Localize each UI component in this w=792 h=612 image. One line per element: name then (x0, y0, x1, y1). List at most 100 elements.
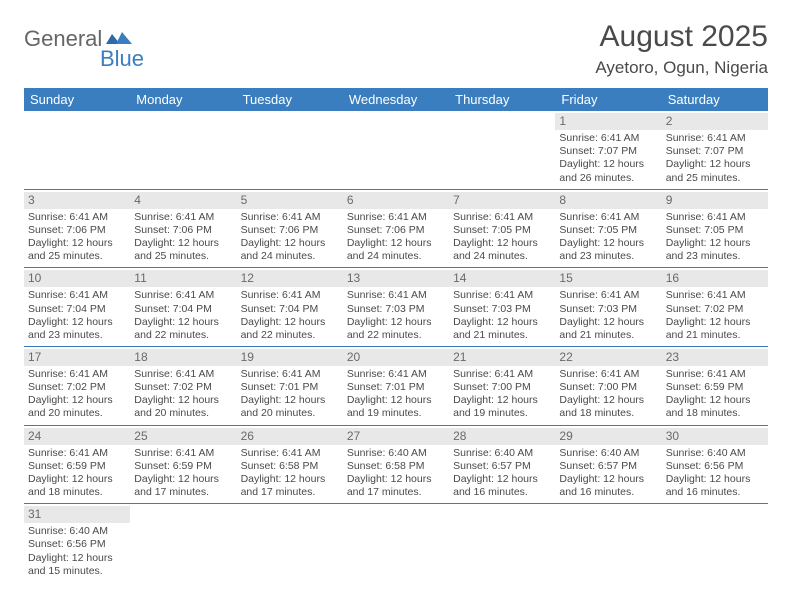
day-number-bar: 4 (130, 192, 236, 209)
calendar-cell: 1Sunrise: 6:41 AMSunset: 7:07 PMDaylight… (555, 111, 661, 189)
calendar-cell: 7Sunrise: 6:41 AMSunset: 7:05 PMDaylight… (449, 189, 555, 268)
sunrise-line: Sunrise: 6:41 AM (559, 211, 657, 224)
dayhead-sat: Saturday (662, 88, 768, 111)
calendar-cell: 28Sunrise: 6:40 AMSunset: 6:57 PMDayligh… (449, 425, 555, 504)
calendar-cell (130, 504, 236, 582)
day-number-bar: 9 (662, 192, 768, 209)
dayhead-sun: Sunday (24, 88, 130, 111)
calendar-cell: 22 Sunrise: 6:41 AMSunset: 7:00 PMDayligh… (555, 346, 661, 425)
day-number-bar: 24 (24, 428, 130, 445)
sunrise-line: Sunrise: 6:40 AM (453, 447, 551, 460)
daylight-line: Daylight: 12 hours and 17 minutes. (241, 473, 339, 499)
day-number-bar: 19 (237, 349, 343, 366)
daylight-line: Daylight: 12 hours and 21 minutes. (453, 316, 551, 342)
daylight-line: Daylight: 12 hours and 23 minutes. (28, 316, 126, 342)
day-number-bar: 28 (449, 428, 555, 445)
calendar-cell: 26Sunrise: 6:41 AMSunset: 6:58 PMDayligh… (237, 425, 343, 504)
day-number: 12 (241, 271, 254, 285)
sunrise-line: Sunrise: 6:40 AM (28, 525, 126, 538)
calendar-cell: 25Sunrise: 6:41 AMSunset: 6:59 PMDayligh… (130, 425, 236, 504)
sunrise-line: Sunrise: 6:40 AM (559, 447, 657, 460)
day-number-bar: 5 (237, 192, 343, 209)
sunset-line: Sunset: 6:56 PM (28, 538, 126, 551)
calendar-cell (24, 111, 130, 189)
daylight-line: Daylight: 12 hours and 15 minutes. (28, 552, 126, 578)
sunrise-line: Sunrise: 6:41 AM (28, 289, 126, 302)
daylight-line: Daylight: 12 hours and 22 minutes. (347, 316, 445, 342)
day-number: 25 (134, 429, 147, 443)
sunset-line: Sunset: 7:04 PM (241, 303, 339, 316)
day-number-bar: 25 (130, 428, 236, 445)
day-number-bar: 30 (662, 428, 768, 445)
daylight-line: Daylight: 12 hours and 24 minutes. (347, 237, 445, 263)
daylight-line: Daylight: 12 hours and 21 minutes. (666, 316, 764, 342)
day-number-bar: 12 (237, 270, 343, 287)
day-number-bar: 13 (343, 270, 449, 287)
sunrise-line: Sunrise: 6:41 AM (453, 289, 551, 302)
day-number: 20 (347, 350, 360, 364)
calendar-cell: 17Sunrise: 6:41 AMSunset: 7:02 PMDayligh… (24, 346, 130, 425)
sunset-line: Sunset: 6:59 PM (666, 381, 764, 394)
sunrise-line: Sunrise: 6:41 AM (666, 132, 764, 145)
sunset-line: Sunset: 6:58 PM (347, 460, 445, 473)
calendar-cell: 23Sunrise: 6:41 AMSunset: 6:59 PMDayligh… (662, 346, 768, 425)
sunrise-line: Sunrise: 6:41 AM (134, 447, 232, 460)
daylight-line: Daylight: 12 hours and 23 minutes. (559, 237, 657, 263)
calendar-cell: 9Sunrise: 6:41 AMSunset: 7:05 PMDaylight… (662, 189, 768, 268)
day-number: 4 (134, 193, 141, 207)
daylight-line: Daylight: 12 hours and 24 minutes. (453, 237, 551, 263)
dayhead-wed: Wednesday (343, 88, 449, 111)
daylight-line: Daylight: 12 hours and 20 minutes. (241, 394, 339, 420)
day-number: 26 (241, 429, 254, 443)
calendar-cell: 30Sunrise: 6:40 AMSunset: 6:56 PMDayligh… (662, 425, 768, 504)
day-number-bar: 14 (449, 270, 555, 287)
sunset-line: Sunset: 7:07 PM (559, 145, 657, 158)
day-number: 30 (666, 429, 679, 443)
calendar-cell: 11Sunrise: 6:41 AMSunset: 7:04 PMDayligh… (130, 268, 236, 347)
day-number-bar: 17 (24, 349, 130, 366)
calendar-cell (237, 111, 343, 189)
day-number: 21 (453, 350, 466, 364)
calendar-cell: 10Sunrise: 6:41 AMSunset: 7:04 PMDayligh… (24, 268, 130, 347)
sunset-line: Sunset: 6:56 PM (666, 460, 764, 473)
day-number-bar: 1 (555, 113, 661, 130)
day-number: 18 (134, 350, 147, 364)
sunrise-line: Sunrise: 6:41 AM (559, 368, 657, 381)
day-number-bar: 18 (130, 349, 236, 366)
sunset-line: Sunset: 6:59 PM (134, 460, 232, 473)
calendar-cell: 24Sunrise: 6:41 AMSunset: 6:59 PMDayligh… (24, 425, 130, 504)
day-number-bar: 31 (24, 506, 130, 523)
sunset-line: Sunset: 7:00 PM (559, 381, 657, 394)
dayhead-thu: Thursday (449, 88, 555, 111)
day-number: 29 (559, 429, 572, 443)
daylight-line: Daylight: 12 hours and 16 minutes. (559, 473, 657, 499)
daylight-line: Daylight: 12 hours and 24 minutes. (241, 237, 339, 263)
location-text: Ayetoro, Ogun, Nigeria (595, 58, 768, 78)
daylight-line: Daylight: 12 hours and 18 minutes. (666, 394, 764, 420)
sunrise-line: Sunrise: 6:41 AM (241, 368, 339, 381)
sunset-line: Sunset: 7:00 PM (453, 381, 551, 394)
daylight-line: Daylight: 12 hours and 21 minutes. (559, 316, 657, 342)
sunset-line: Sunset: 6:57 PM (453, 460, 551, 473)
sunset-line: Sunset: 7:02 PM (666, 303, 764, 316)
day-number: 22 (559, 350, 572, 364)
daylight-line: Daylight: 12 hours and 17 minutes. (347, 473, 445, 499)
sunset-line: Sunset: 7:06 PM (134, 224, 232, 237)
day-number: 1 (559, 114, 566, 128)
day-number-bar: 8 (555, 192, 661, 209)
day-number-bar: 10 (24, 270, 130, 287)
calendar-row: 17Sunrise: 6:41 AMSunset: 7:02 PMDayligh… (24, 346, 768, 425)
day-number: 16 (666, 271, 679, 285)
daylight-line: Daylight: 12 hours and 25 minutes. (666, 158, 764, 184)
calendar-cell: 15Sunrise: 6:41 AMSunset: 7:03 PMDayligh… (555, 268, 661, 347)
calendar-cell (237, 504, 343, 582)
daylight-line: Daylight: 12 hours and 18 minutes. (559, 394, 657, 420)
calendar-cell: 6Sunrise: 6:41 AMSunset: 7:06 PMDaylight… (343, 189, 449, 268)
calendar-row: 10 Sunrise: 6:41 AM Sunset: 7:04 PM Dayligh… (24, 268, 768, 347)
calendar-cell: 16Sunrise: 6:41 AMSunset: 7:02 PMDayligh… (662, 268, 768, 347)
calendar-cell: 20Sunrise: 6:41 AMSunset: 7:01 PMDayligh… (343, 346, 449, 425)
day-number: 5 (241, 193, 248, 207)
calendar-cell: 3Sunrise: 6:41 AMSunset: 7:06 PMDaylight… (24, 189, 130, 268)
calendar-cell: 2Sunrise: 6:41 AMSunset: 7:07 PMDaylight… (662, 111, 768, 189)
calendar-cell: 5Sunrise: 6:41 AMSunset: 7:06 PMDaylight… (237, 189, 343, 268)
